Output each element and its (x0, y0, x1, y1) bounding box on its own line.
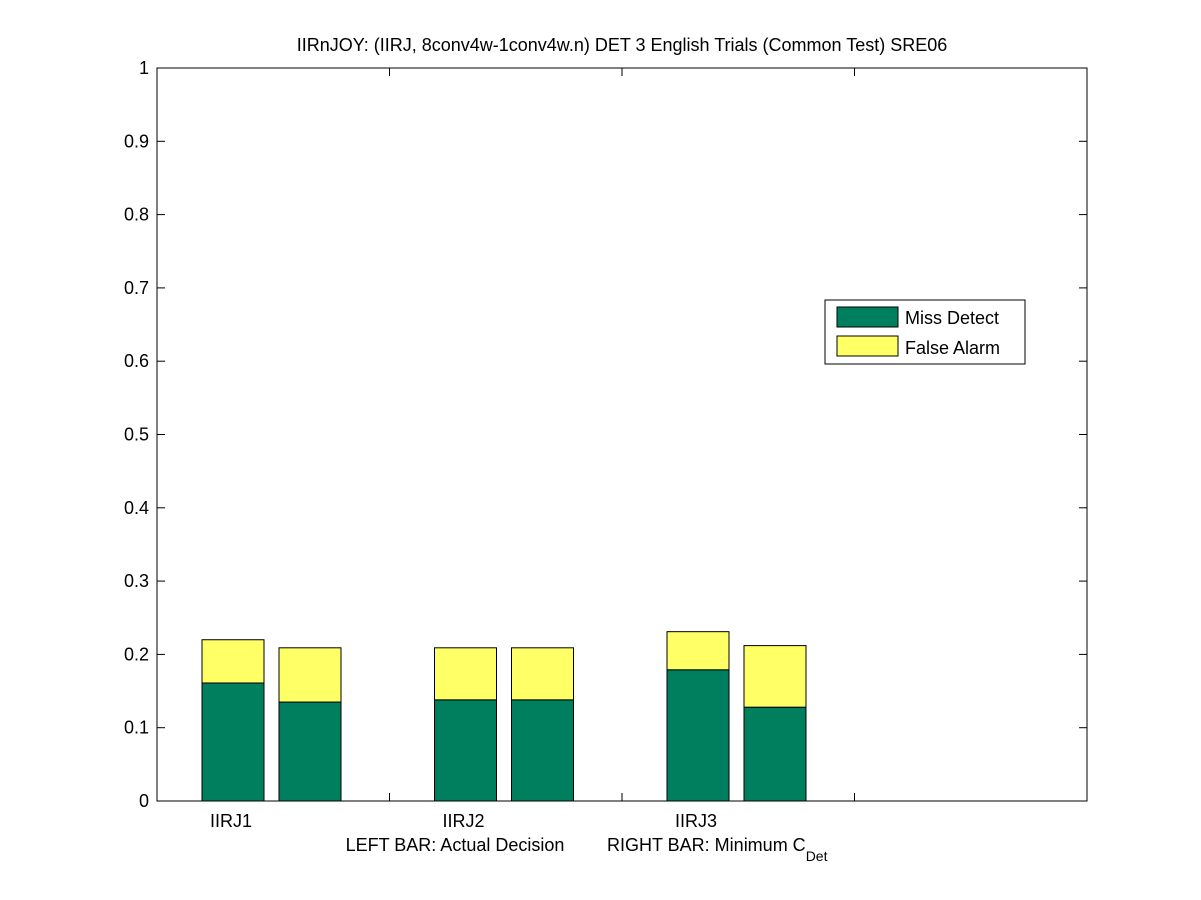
y-tick-label: 0.7 (124, 278, 149, 298)
x-group-label: IIRJ2 (442, 811, 484, 831)
bar-miss-detect (434, 699, 497, 802)
y-tick-label: 0 (139, 791, 149, 811)
y-tick-label: 0.1 (124, 718, 149, 738)
legend-label-miss-detect: Miss Detect (905, 308, 999, 328)
y-tick-label: 0.6 (124, 351, 149, 371)
bar-false-alarm (743, 645, 807, 708)
xlabel-right: RIGHT BAR: Minimum CDet (607, 835, 828, 864)
bars (201, 631, 807, 802)
y-tick-label: 0.2 (124, 644, 149, 664)
bar-false-alarm (278, 647, 342, 703)
x-group-label: IIRJ3 (675, 811, 717, 831)
bar-false-alarm (666, 631, 730, 671)
bar-miss-detect (666, 669, 730, 802)
bar-miss-detect (201, 682, 265, 802)
chart-title: IIRnJOY: (IIRJ, 8conv4w-1conv4w.n) DET 3… (297, 35, 948, 55)
bar-miss-detect (511, 699, 574, 802)
bar-miss-detect (743, 706, 807, 802)
y-tick-label: 0.9 (124, 131, 149, 151)
xlabel-right-sub: Det (806, 848, 828, 864)
y-tick-label: 0.3 (124, 571, 149, 591)
legend-swatch-miss-detect (836, 306, 899, 328)
y-tick-label: 0.4 (124, 498, 149, 518)
legend-label-false-alarm: False Alarm (905, 338, 1000, 358)
bar-false-alarm (434, 647, 497, 701)
bar-false-alarm (201, 639, 265, 684)
bar-miss-detect (278, 701, 342, 802)
x-group-label: IIRJ1 (210, 811, 252, 831)
y-tick-label: 0.5 (124, 425, 149, 445)
y-tick-label: 0.8 (124, 205, 149, 225)
xlabel-left: LEFT BAR: Actual Decision (346, 835, 565, 855)
bar-false-alarm (511, 647, 574, 701)
xlabel-right-main: RIGHT BAR: Minimum C (607, 835, 806, 855)
y-tick-label: 1 (139, 58, 149, 78)
legend-swatch-false-alarm (836, 335, 899, 357)
ticks: 0 0.1 0.2 0.3 0.4 0.5 0.6 0.7 0.8 0.9 1 IIRJ1 IIRJ2 I… (124, 58, 1087, 831)
legend: Miss Detect False Alarm (824, 299, 1026, 365)
